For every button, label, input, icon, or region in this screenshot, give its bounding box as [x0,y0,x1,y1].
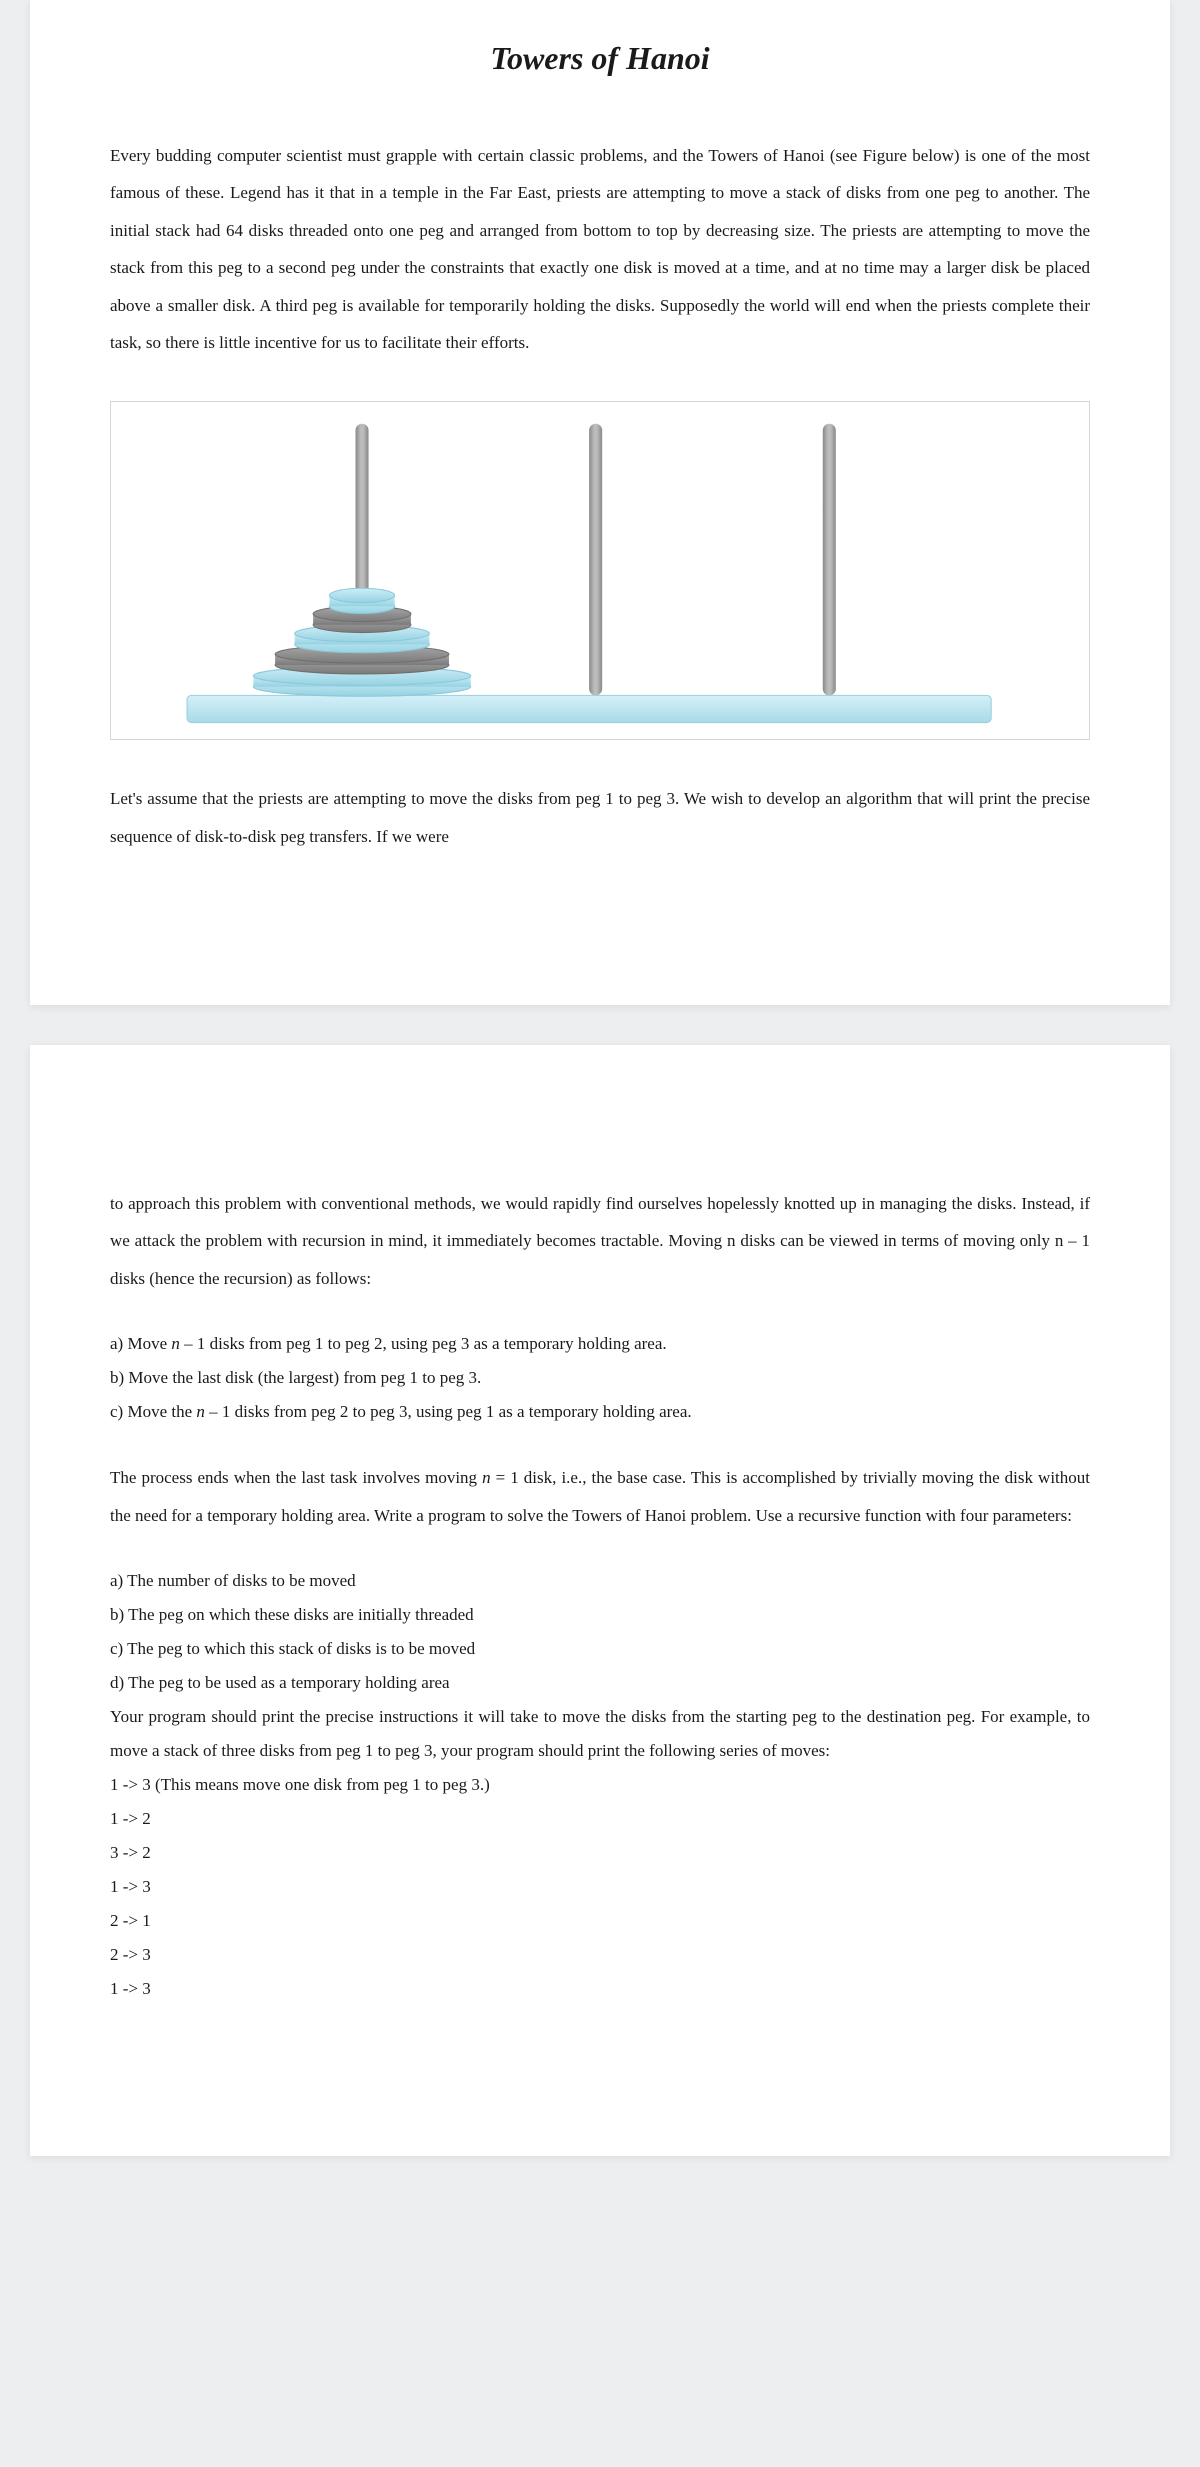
peg [589,424,602,696]
param-c: c) The peg to which this stack of disks … [110,1632,1090,1666]
move-line: 1 -> 2 [110,1802,1090,1836]
param-b: b) The peg on which these disks are init… [110,1598,1090,1632]
output-description: Your program should print the precise in… [110,1700,1090,1768]
move-line: 2 -> 3 [110,1938,1090,1972]
disk [329,589,394,603]
moves-list: 1 -> 3 (This means move one disk from pe… [110,1768,1090,2006]
after-figure-paragraph: Let's assume that the priests are attemp… [110,780,1090,855]
move-line: 1 -> 3 [110,1870,1090,1904]
move-line: 1 -> 3 [110,1972,1090,2006]
move-line: 2 -> 1 [110,1904,1090,1938]
document-page-1: Towers of Hanoi Every budding computer s… [30,0,1170,1005]
step-c: c) Move the n – 1 disks from peg 2 to pe… [110,1395,1090,1429]
continuation-paragraph: to approach this problem with convention… [110,1185,1090,1297]
peg [823,424,836,696]
disks-group [253,589,470,697]
move-line: 3 -> 2 [110,1836,1090,1870]
page-title: Towers of Hanoi [110,40,1090,77]
param-a: a) The number of disks to be moved [110,1564,1090,1598]
param-d: d) The peg to be used as a temporary hol… [110,1666,1090,1700]
hanoi-figure [110,401,1090,740]
hanoi-svg [111,402,1089,739]
document-page-2: to approach this problem with convention… [30,1045,1170,2156]
recursion-steps: a) Move n – 1 disks from peg 1 to peg 2,… [110,1327,1090,1429]
parameters-list: a) The number of disks to be moved b) Th… [110,1564,1090,2006]
base-platform [187,696,991,723]
process-paragraph: The process ends when the last task invo… [110,1459,1090,1534]
intro-paragraph: Every budding computer scientist must gr… [110,137,1090,361]
step-b: b) Move the last disk (the largest) from… [110,1361,1090,1395]
move-line: 1 -> 3 (This means move one disk from pe… [110,1768,1090,1802]
step-a: a) Move n – 1 disks from peg 1 to peg 2,… [110,1327,1090,1361]
